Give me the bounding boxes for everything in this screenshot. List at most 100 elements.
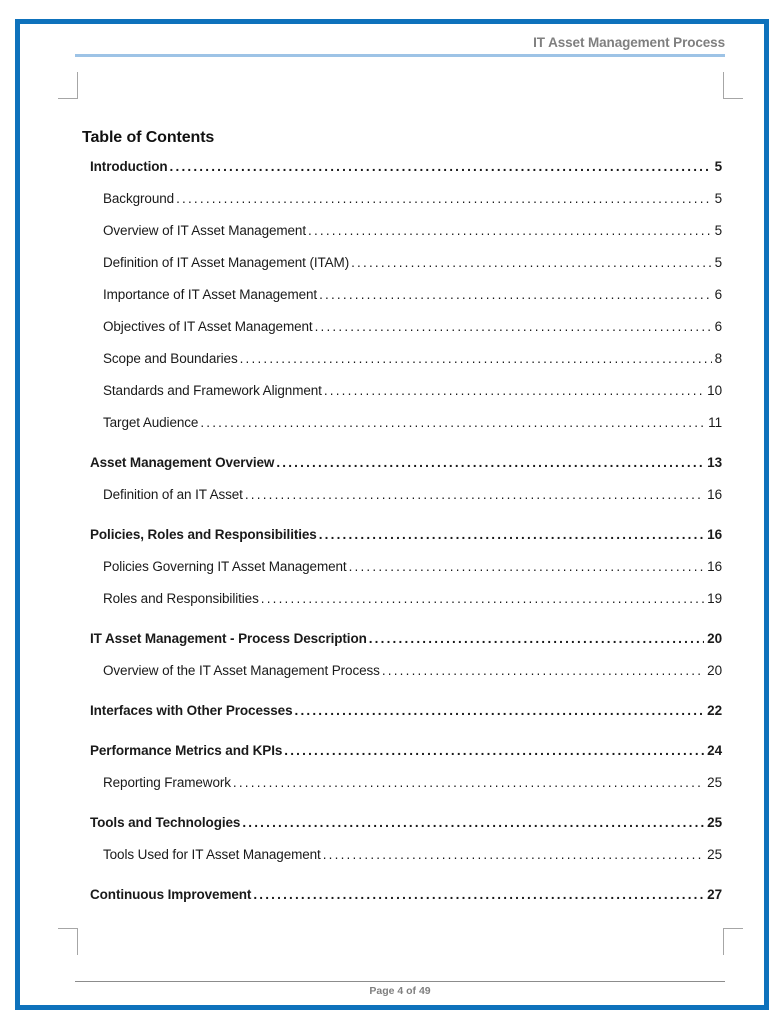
table-of-contents: Table of Contents Introduction .........…	[82, 128, 722, 904]
toc-entry[interactable]: Introduction ...........................…	[90, 158, 722, 176]
toc-page-number: 5	[714, 191, 723, 206]
toc-page-number: 20	[707, 631, 722, 646]
toc-list: Introduction ...........................…	[90, 158, 722, 904]
toc-page-number: 5	[714, 255, 723, 270]
toc-entry-label: Continuous Improvement	[90, 887, 252, 902]
toc-page-number: 5	[714, 159, 723, 174]
toc-page-number: 25	[707, 775, 722, 790]
toc-entry-label: Definition of an IT Asset	[103, 487, 243, 502]
page-border	[15, 19, 769, 1010]
toc-entry[interactable]: Importance of IT Asset Management ......…	[90, 286, 722, 304]
toc-dot-leader: ........................................…	[284, 743, 704, 758]
toc-page-number: 6	[714, 319, 723, 334]
toc-entry[interactable]: Policies, Roles and Responsibilities ...…	[90, 526, 722, 544]
toc-page-number: 27	[707, 887, 722, 902]
toc-dot-leader: ........................................…	[323, 383, 705, 398]
toc-page-number: 16	[707, 487, 722, 502]
crop-mark-bottom-right	[723, 928, 743, 955]
toc-entry[interactable]: Roles and Responsibilities .............…	[90, 590, 722, 608]
toc-entry-label: Tools and Technologies	[90, 815, 241, 830]
toc-dot-leader: ........................................…	[351, 255, 712, 270]
toc-entry[interactable]: Overview of the IT Asset Management Proc…	[90, 662, 722, 680]
toc-dot-leader: ........................................…	[322, 847, 705, 862]
toc-dot-leader: ........................................…	[176, 191, 712, 206]
crop-mark-bottom-left	[58, 928, 78, 955]
toc-page-number: 13	[707, 455, 722, 470]
toc-entry[interactable]: Performance Metrics and KPIs ...........…	[90, 742, 722, 760]
toc-entry-label: Performance Metrics and KPIs	[90, 743, 283, 758]
toc-dot-leader: ........................................…	[244, 487, 704, 502]
toc-entry[interactable]: Tools and Technologies .................…	[90, 814, 722, 832]
toc-entry[interactable]: Definition of IT Asset Management (ITAM)…	[90, 254, 722, 272]
toc-dot-leader: ........................................…	[169, 159, 712, 174]
toc-page-number: 6	[714, 287, 723, 302]
toc-page-number: 5	[714, 223, 723, 238]
toc-entry-label: Objectives of IT Asset Management	[103, 319, 313, 334]
toc-page-number: 10	[707, 383, 722, 398]
toc-dot-leader: ........................................…	[318, 527, 705, 542]
toc-dot-leader: ........................................…	[368, 631, 704, 646]
toc-page-number: 24	[707, 743, 722, 758]
header-rule	[75, 54, 725, 57]
toc-page-number: 8	[714, 351, 723, 366]
toc-dot-leader: ........................................…	[232, 775, 704, 790]
toc-entry[interactable]: Target Audience ........................…	[90, 414, 722, 432]
toc-entry[interactable]: Definition of an IT Asset ..............…	[90, 486, 722, 504]
toc-dot-leader: ........................................…	[381, 663, 704, 678]
toc-entry[interactable]: Reporting Framework ....................…	[90, 774, 722, 792]
footer-page-label: Page 4 of 49	[369, 985, 431, 997]
toc-entry-label: Definition of IT Asset Management (ITAM)	[103, 255, 350, 270]
toc-page-number: 22	[707, 703, 722, 718]
toc-page-number: 25	[707, 847, 722, 862]
toc-entry[interactable]: Interfaces with Other Processes ........…	[90, 702, 722, 720]
footer-rule	[75, 981, 725, 982]
toc-entry-label: Policies Governing IT Asset Management	[103, 559, 347, 574]
toc-entry-label: Tools Used for IT Asset Management	[103, 847, 321, 862]
toc-entry-label: Asset Management Overview	[90, 455, 275, 470]
toc-entry-label: Importance of IT Asset Management	[103, 287, 318, 302]
toc-entry-label: Interfaces with Other Processes	[90, 703, 293, 718]
toc-entry[interactable]: Standards and Framework Alignment ......…	[90, 382, 722, 400]
toc-entry-label: Overview of the IT Asset Management Proc…	[103, 663, 380, 678]
toc-entry[interactable]: Continuous Improvement .................…	[90, 886, 722, 904]
toc-dot-leader: ........................................…	[253, 887, 704, 902]
toc-entry[interactable]: Asset Management Overview ..............…	[90, 454, 722, 472]
toc-entry[interactable]: Policies Governing IT Asset Management .…	[90, 558, 722, 576]
toc-page-number: 11	[708, 415, 722, 430]
toc-dot-leader: ........................................…	[242, 815, 704, 830]
crop-mark-top-left	[58, 72, 78, 99]
toc-entry-label: Introduction	[90, 159, 168, 174]
toc-entry[interactable]: Overview of IT Asset Management ........…	[90, 222, 722, 240]
toc-entry-label: Standards and Framework Alignment	[103, 383, 322, 398]
toc-entry[interactable]: Tools Used for IT Asset Management .....…	[90, 846, 722, 864]
toc-page-number: 16	[707, 527, 722, 542]
toc-dot-leader: ........................................…	[260, 591, 704, 606]
toc-dot-leader: ........................................…	[308, 223, 712, 238]
toc-entry[interactable]: Scope and Boundaries ...................…	[90, 350, 722, 368]
toc-dot-leader: ........................................…	[239, 351, 712, 366]
toc-page-number: 19	[707, 591, 722, 606]
header-title: IT Asset Management Process	[533, 35, 725, 50]
toc-heading: Table of Contents	[82, 129, 215, 146]
toc-entry-label: Background	[103, 191, 175, 206]
toc-entry-label: Target Audience	[103, 415, 199, 430]
toc-dot-leader: ........................................…	[348, 559, 705, 574]
toc-page-number: 16	[707, 559, 722, 574]
toc-entry-label: Policies, Roles and Responsibilities	[90, 527, 317, 542]
toc-dot-leader: ........................................…	[314, 319, 712, 334]
toc-entry-label: Overview of IT Asset Management	[103, 223, 306, 238]
toc-entry[interactable]: Background .............................…	[90, 190, 722, 208]
toc-entry-label: IT Asset Management - Process Descriptio…	[90, 631, 367, 646]
toc-entry[interactable]: Objectives of IT Asset Management ......…	[90, 318, 722, 336]
toc-dot-leader: ........................................…	[276, 455, 704, 470]
toc-page-number: 20	[707, 663, 722, 678]
crop-mark-top-right	[723, 72, 743, 99]
toc-dot-leader: ........................................…	[319, 287, 712, 302]
toc-page-number: 25	[707, 815, 722, 830]
toc-dot-leader: ........................................…	[294, 703, 705, 718]
toc-entry[interactable]: IT Asset Management - Process Descriptio…	[90, 630, 722, 648]
toc-entry-label: Roles and Responsibilities	[103, 591, 259, 606]
toc-entry-label: Scope and Boundaries	[103, 351, 238, 366]
toc-dot-leader: ........................................…	[200, 415, 706, 430]
